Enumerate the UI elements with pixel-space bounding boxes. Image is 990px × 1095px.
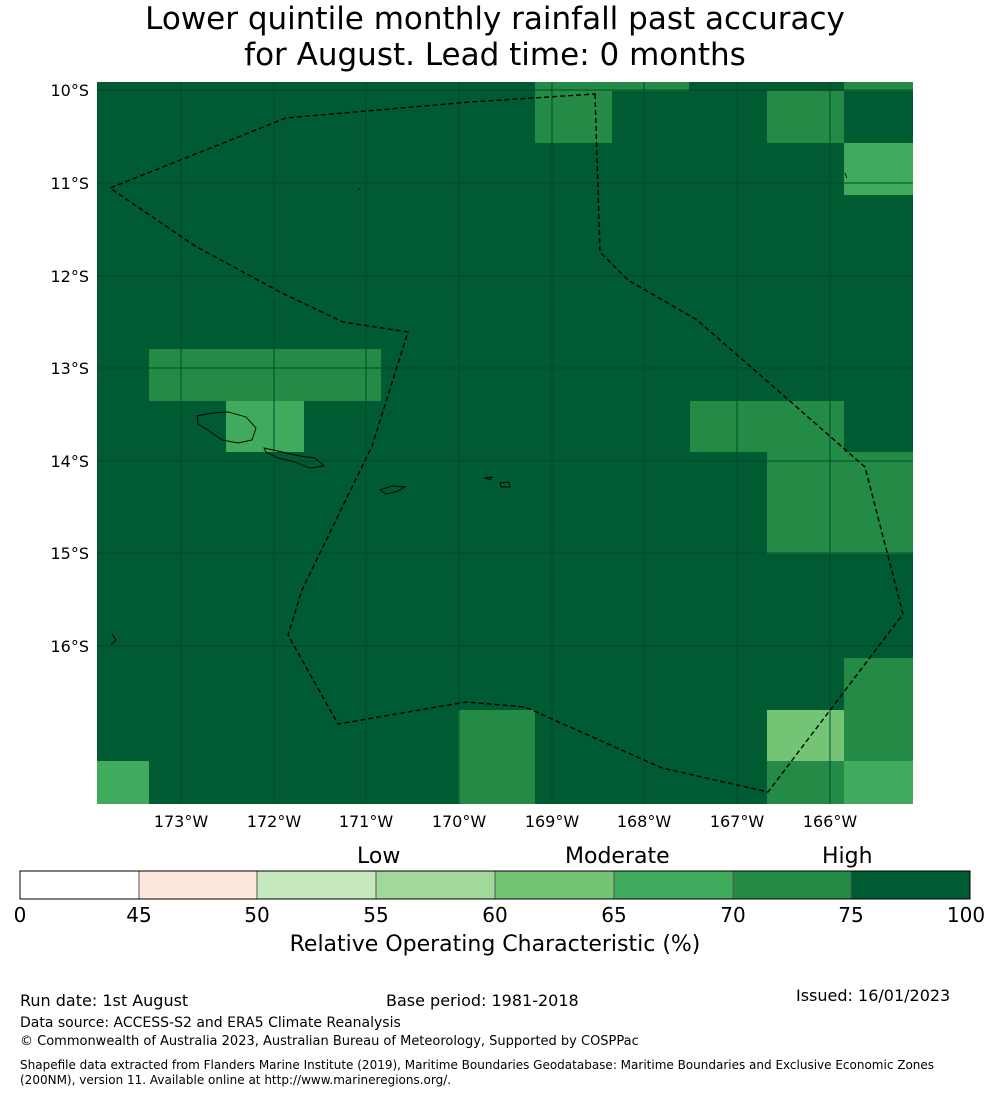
colorbar-tick: 55 [363,903,389,927]
island-upolu [263,447,326,469]
cell [226,401,304,452]
colorbar-segment [495,871,614,899]
colorbar-tick: 70 [720,903,746,927]
cell [767,452,913,554]
island-tutuila [378,485,407,495]
rainfall-accuracy-map: 10°S 11°S 12°S 13°S 14°S 15°S 16°S 173°W… [50,81,913,830]
island-ofu [499,481,511,488]
lat-label: 13°S [50,359,89,378]
colorbar-tick: 65 [601,903,627,927]
lon-label: 166°W [803,812,858,830]
latitude-labels: 10°S 11°S 12°S 13°S 14°S 15°S 16°S [50,81,89,656]
lat-label: 11°S [50,174,89,193]
data-source: Data source: ACCESS-S2 and ERA5 Climate … [20,1015,401,1031]
lon-label: 167°W [710,812,765,830]
lat-label: 10°S [50,81,89,100]
colorbar-frame [19,870,971,900]
copyright: © Commonwealth of Australia 2023, Austra… [20,1034,639,1049]
colorbar-category-moderate: Moderate [565,844,670,869]
lat-label: 14°S [50,452,89,471]
lat-label: 15°S [50,544,89,563]
colorbar-tick: 45 [126,903,152,927]
shapefile-credit-line-1: Shapefile data extracted from Flanders M… [20,1058,935,1072]
base-period: Base period: 1981-2018 [386,991,579,1010]
run-date: Run date: 1st August [20,991,189,1010]
cell [844,82,913,91]
colorbar-tick: 75 [838,903,864,927]
cell [844,761,913,804]
cell [767,761,844,804]
colorbar-tick: 60 [482,903,508,927]
cell [767,710,844,761]
island-savaii [196,411,257,444]
map-gridlines [97,82,913,804]
longitude-labels: 173°W 172°W 171°W 170°W 169°W 168°W 167°… [154,812,858,830]
lon-label: 168°W [617,812,672,830]
colorbar-segment [851,871,970,899]
cell [844,658,913,761]
cell [844,143,913,195]
colorbar [19,870,971,900]
lon-label: 173°W [154,812,209,830]
colorbar-tick: 100 [946,903,986,927]
colorbar-tick: 0 [13,903,27,927]
lon-label: 172°W [247,812,302,830]
colorbar-segment [257,871,376,899]
colorbar-category-high: High [822,844,873,869]
cell [690,401,844,452]
lon-label: 171°W [339,812,394,830]
islands [110,172,848,646]
colorbar-segment [733,871,851,899]
island-manua [483,476,493,481]
lat-label: 12°S [50,267,89,286]
map-title-line-2: for August. Lead time: 0 months [244,37,746,73]
shapefile-credit-line-2: (200NM), version 11. Available online at… [20,1073,452,1087]
issued-date: Issued: 16/01/2023 [796,986,951,1005]
cell [97,761,149,804]
colorbar-title: Relative Operating Characteristic (%) [289,932,701,957]
lon-label: 170°W [432,812,487,830]
colorbar-segment [376,871,495,899]
colorbar-category-low: Low [357,844,401,869]
island-niue [110,633,117,646]
cell [149,349,381,401]
lon-label: 169°W [525,812,580,830]
lat-label: 16°S [50,637,89,656]
cell [535,82,689,91]
map-title-line-1: Lower quintile monthly rainfall past acc… [145,1,845,37]
colorbar-segment [614,871,733,899]
cell [458,710,535,804]
island-tokelau [844,172,848,179]
cell [535,91,612,143]
colorbar-tick: 50 [244,903,270,927]
colorbar-segment [139,871,257,899]
colorbar-segment [20,871,139,899]
cell [767,91,844,143]
eez-boundary [108,93,904,793]
accuracy-cells [97,82,913,804]
